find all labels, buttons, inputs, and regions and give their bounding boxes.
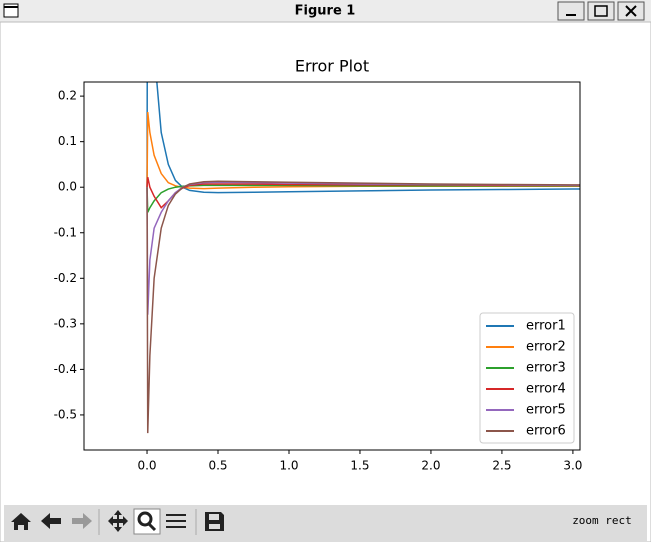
toolbar-buttons[interactable] [11, 508, 224, 535]
y-tick-label: 0.2 [58, 89, 77, 103]
series-line [146, 180, 580, 434]
x-tick-label: 3.0 [563, 459, 582, 473]
series-line [146, 181, 580, 315]
legend-label: error4 [526, 382, 566, 397]
x-tick-label: 0.0 [137, 459, 156, 473]
x-tick-label: 0.5 [208, 459, 227, 473]
window-buttons[interactable] [557, 1, 645, 21]
y-tick-label: 0.0 [58, 180, 77, 194]
home-button[interactable] [11, 513, 31, 530]
plot-frame [83, 81, 581, 451]
series-line [146, 111, 580, 190]
y-tick-label: -0.5 [54, 407, 77, 421]
save-button[interactable] [205, 512, 224, 531]
chart-title: Error Plot [295, 57, 369, 76]
y-tick-label: -0.2 [54, 271, 77, 285]
maximize-button[interactable] [587, 1, 615, 21]
y-tick-label: -0.3 [54, 316, 77, 330]
series-line [146, 82, 580, 194]
toolbar [4, 505, 647, 542]
x-tick-label: 2.0 [421, 459, 440, 473]
window-icon [3, 3, 19, 18]
pan-button[interactable] [108, 510, 128, 532]
legend-label: error2 [526, 340, 566, 355]
status-text: zoom rect [572, 514, 632, 527]
legend: error1 error2 error3 error4 error5 error6 [479, 312, 575, 444]
y-tick-label: 0.1 [58, 134, 77, 148]
plot: 0.0 0.5 1.0 1.5 2.0 2.5 3.0 0.2 0.1 0.0 -0.1 -0.2 -0… [54, 81, 582, 473]
legend-label: error6 [526, 424, 566, 439]
series-line [146, 184, 580, 213]
x-tick-label: 2.5 [492, 459, 511, 473]
window-title: Figure 1 [295, 4, 356, 19]
legend-label: error5 [526, 403, 566, 418]
forward-button[interactable] [72, 513, 92, 529]
title-bar [0, 0, 651, 22]
minimize-button[interactable] [557, 1, 585, 21]
x-tick-label: 1.0 [279, 459, 298, 473]
back-button[interactable] [41, 513, 61, 529]
y-tick-label: -0.4 [54, 362, 77, 376]
legend-label: error3 [526, 361, 566, 376]
configure-button[interactable] [166, 514, 186, 528]
legend-label: error1 [526, 319, 566, 334]
x-tick-label: 1.5 [350, 459, 369, 473]
y-tick-label: -0.1 [54, 225, 77, 239]
